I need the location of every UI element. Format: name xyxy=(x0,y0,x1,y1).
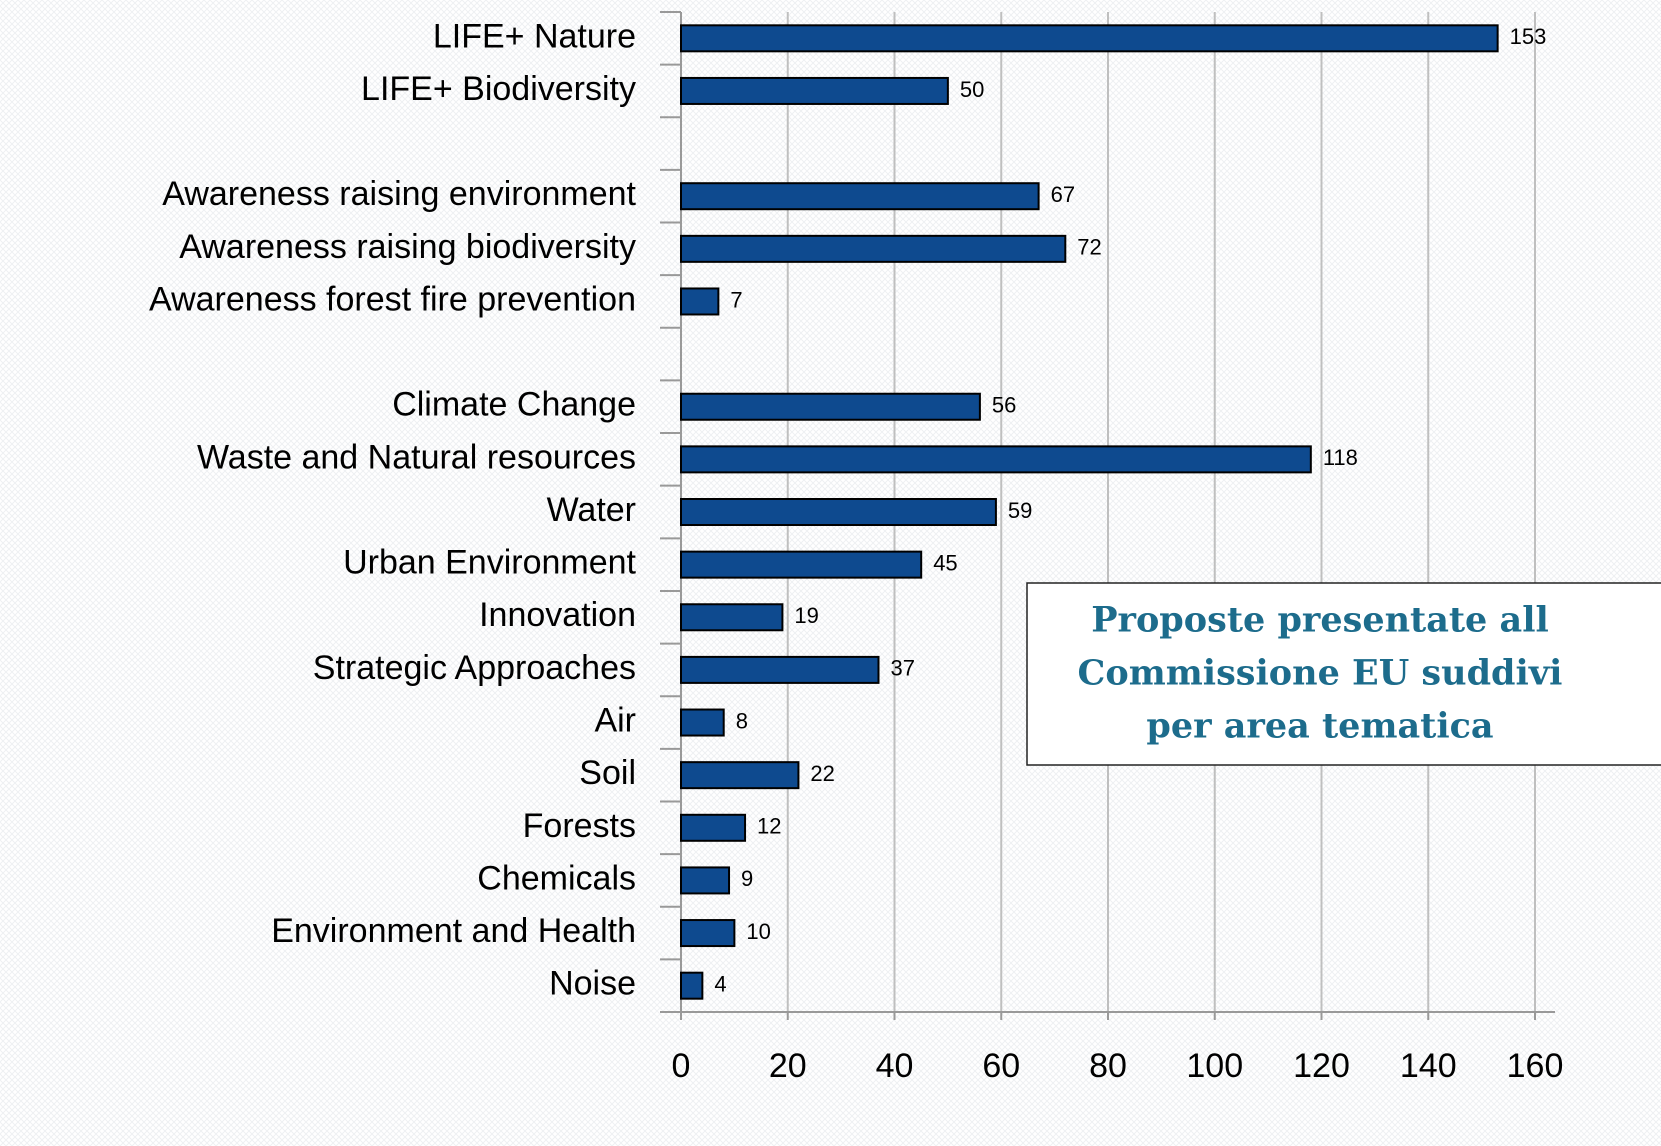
annotation-line: Commissione EU suddivi xyxy=(1078,653,1563,694)
annotation-box xyxy=(1026,582,1661,766)
value-label: 153 xyxy=(1510,24,1547,49)
value-label: 10 xyxy=(746,919,770,944)
bars: LIFE+ Nature 153 LIFE+ Biodiversity 50 Aware… xyxy=(149,17,1546,1002)
bar xyxy=(680,603,784,632)
value-label: 9 xyxy=(741,866,753,891)
value-label: 12 xyxy=(757,814,781,839)
y-tick-label: Waste and Natural resources xyxy=(197,438,636,476)
y-tick-label: Air xyxy=(594,702,636,740)
x-tick-label: 160 xyxy=(1507,1047,1564,1085)
bar xyxy=(680,182,1040,211)
y-tick-label: Soil xyxy=(579,754,636,792)
bar xyxy=(680,76,949,105)
value-label: 56 xyxy=(992,393,1016,418)
y-tick-label: LIFE+ Biodiversity xyxy=(361,70,636,108)
x-tick-label: 20 xyxy=(769,1047,807,1085)
value-label: 7 xyxy=(730,287,742,312)
value-label: 67 xyxy=(1051,182,1075,207)
bar xyxy=(680,708,725,737)
y-tick-label: Strategic Approaches xyxy=(313,649,636,687)
x-tick-label: 120 xyxy=(1293,1047,1350,1085)
bar xyxy=(680,655,880,684)
grid: 0 20 40 60 80 100 120 140 160 xyxy=(660,11,1564,1085)
x-tick-label: 100 xyxy=(1186,1047,1243,1085)
x-tick-label: 0 xyxy=(672,1047,691,1085)
bar xyxy=(680,498,997,526)
y-tick-label: Urban Environment xyxy=(343,544,636,582)
bar xyxy=(680,919,736,948)
value-label: 45 xyxy=(933,550,957,575)
y-tick-label: Noise xyxy=(549,965,636,1003)
x-tick-label: 60 xyxy=(982,1047,1020,1085)
bar xyxy=(680,813,747,842)
bar xyxy=(680,550,923,579)
value-label: 22 xyxy=(810,761,834,786)
annotation-line: Proposte presentate all xyxy=(1091,600,1549,641)
y-tick-label: Awareness raising environment xyxy=(162,175,636,213)
bar xyxy=(680,392,981,421)
bar xyxy=(680,234,1067,263)
bar xyxy=(680,287,720,316)
value-label: 50 xyxy=(960,77,984,102)
y-tick-label: Environment and Health xyxy=(271,912,636,950)
bar xyxy=(680,971,704,1000)
value-label: 118 xyxy=(1323,445,1358,470)
value-label: 37 xyxy=(890,656,914,681)
y-tick-label: Innovation xyxy=(479,596,636,634)
bar xyxy=(680,866,731,895)
y-tick-label: Awareness raising biodiversity xyxy=(179,228,636,266)
value-label: 8 xyxy=(736,708,748,733)
bar xyxy=(680,761,800,790)
annotation-line: per area tematica xyxy=(1146,706,1493,747)
y-tick-label: Awareness forest fire prevention xyxy=(149,280,636,318)
y-tick-label: LIFE+ Nature xyxy=(433,17,636,55)
value-label: 59 xyxy=(1008,498,1032,523)
value-label: 19 xyxy=(794,603,818,628)
y-tick-label: Water xyxy=(547,491,636,529)
y-tick-label: Climate Change xyxy=(392,386,636,424)
bar xyxy=(680,24,1499,53)
x-tick-label: 40 xyxy=(876,1047,914,1085)
value-label: 4 xyxy=(714,971,726,996)
y-tick-label: Chemicals xyxy=(477,859,636,897)
x-tick-label: 140 xyxy=(1400,1047,1457,1085)
value-label: 72 xyxy=(1077,235,1101,260)
x-tick-label: 80 xyxy=(1089,1047,1127,1085)
y-tick-label: Forests xyxy=(523,807,636,845)
annotation: Proposte presentate all Commissione EU su… xyxy=(1026,582,1661,766)
bar xyxy=(680,445,1312,474)
